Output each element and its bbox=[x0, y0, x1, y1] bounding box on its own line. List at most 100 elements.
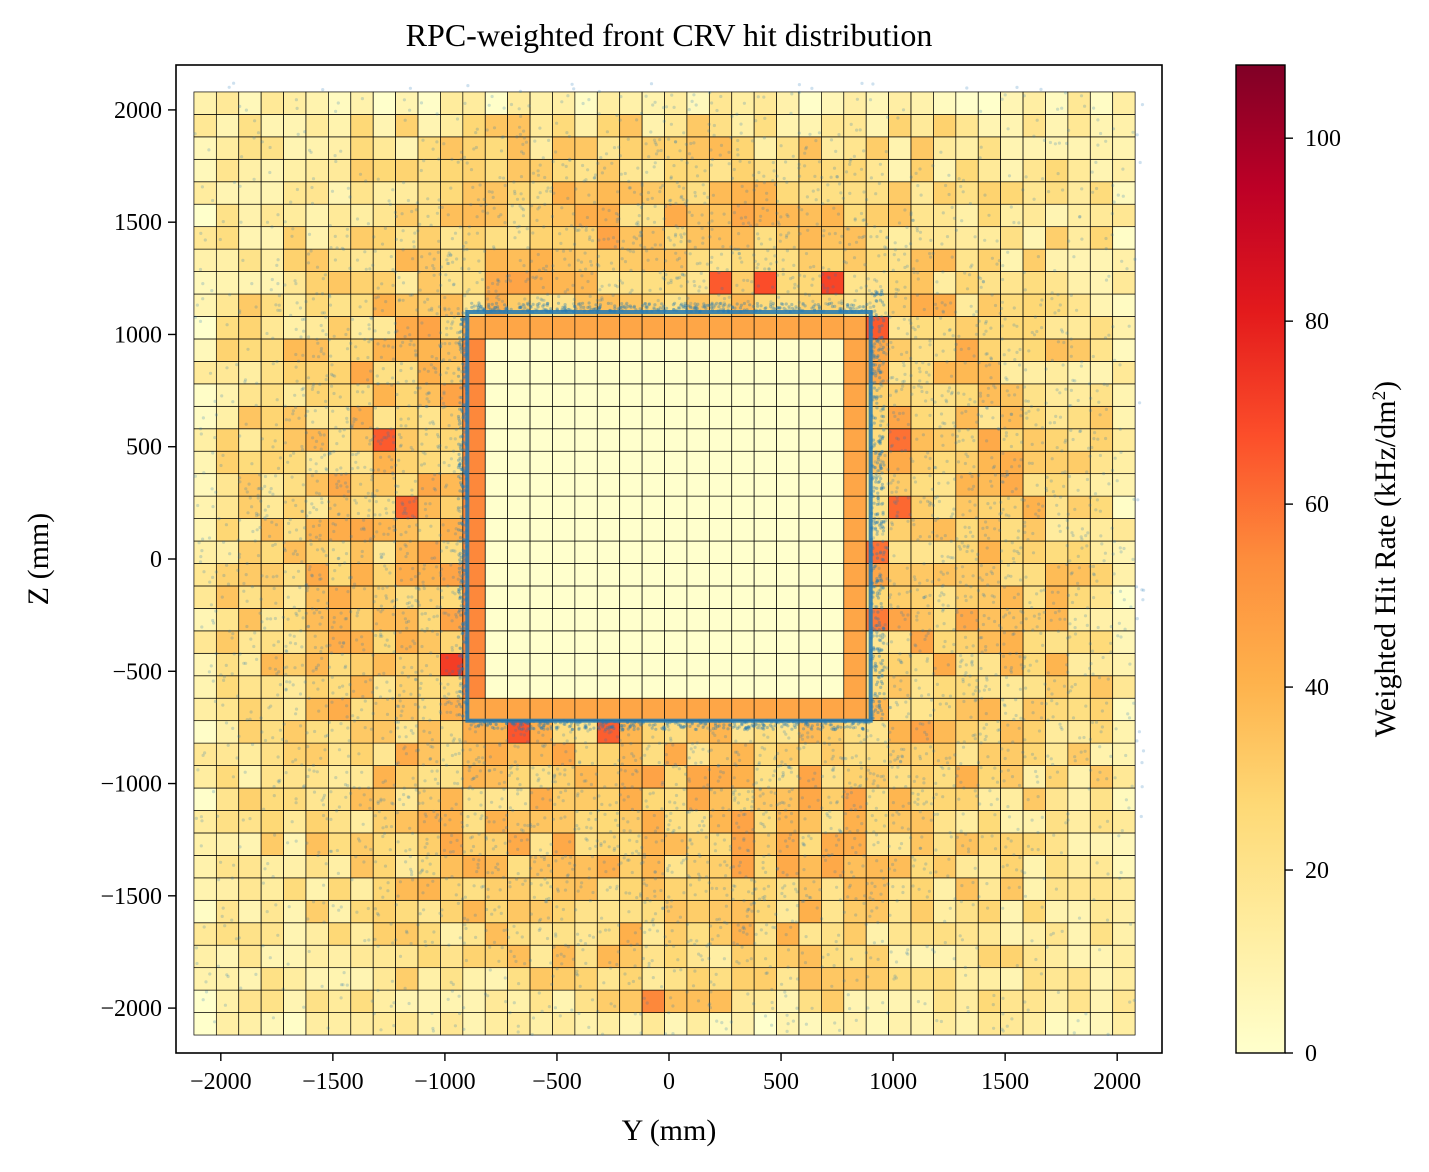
scatter-point bbox=[460, 820, 464, 825]
scatter-point bbox=[846, 993, 850, 997]
scatter-point bbox=[655, 257, 659, 261]
heatmap-cell bbox=[283, 922, 307, 946]
scatter-point bbox=[881, 899, 885, 903]
heatmap-cell bbox=[619, 114, 643, 138]
scatter-point bbox=[306, 261, 311, 265]
scatter-point bbox=[789, 766, 793, 770]
scatter-point bbox=[998, 728, 1002, 732]
scatter-point bbox=[609, 301, 613, 306]
scatter-point bbox=[892, 675, 896, 679]
heatmap-cell bbox=[731, 495, 755, 519]
scatter-point bbox=[767, 816, 771, 820]
scatter-point bbox=[316, 687, 320, 691]
scatter-point bbox=[876, 920, 880, 925]
heatmap-cell bbox=[888, 136, 912, 160]
scatter-point bbox=[222, 573, 226, 578]
scatter-point bbox=[615, 884, 619, 888]
heatmap-cell bbox=[193, 114, 217, 138]
scatter-point bbox=[308, 565, 312, 569]
scatter-point bbox=[456, 699, 460, 703]
scatter-point bbox=[492, 940, 497, 945]
heatmap-cell bbox=[910, 114, 934, 138]
scatter-point bbox=[370, 492, 374, 496]
scatter-point bbox=[977, 473, 981, 478]
scatter-point bbox=[640, 845, 644, 850]
scatter-point bbox=[925, 657, 930, 661]
scatter-point bbox=[519, 838, 524, 843]
scatter-point bbox=[283, 283, 287, 287]
heatmap-cell bbox=[417, 944, 441, 969]
scatter-point bbox=[762, 898, 767, 902]
scatter-point bbox=[1003, 756, 1007, 761]
scatter-point bbox=[335, 485, 339, 490]
scatter-point bbox=[1015, 324, 1019, 328]
scatter-point bbox=[296, 359, 301, 363]
scatter-point bbox=[990, 834, 994, 838]
heatmap-cell bbox=[215, 675, 240, 699]
scatter-point bbox=[299, 629, 303, 633]
heatmap-cell bbox=[552, 226, 576, 250]
scatter-point bbox=[319, 447, 323, 451]
scatter-point bbox=[995, 780, 1000, 784]
scatter-point bbox=[615, 811, 620, 815]
heatmap-cell bbox=[193, 203, 217, 228]
scatter-point bbox=[410, 716, 414, 720]
scatter-point bbox=[289, 313, 293, 317]
heatmap-cell bbox=[798, 540, 822, 564]
scatter-point bbox=[409, 339, 413, 343]
heatmap-cell bbox=[238, 697, 262, 722]
scatter-point bbox=[634, 758, 638, 763]
scatter-point bbox=[674, 764, 679, 768]
heatmap-cell bbox=[910, 91, 934, 115]
scatter-point bbox=[391, 345, 395, 349]
heatmap-cell bbox=[238, 899, 262, 924]
scatter-point bbox=[243, 770, 247, 774]
scatter-point bbox=[199, 427, 203, 431]
scatter-point bbox=[386, 881, 390, 885]
scatter-point bbox=[355, 611, 360, 615]
scatter-point bbox=[1096, 143, 1100, 147]
scatter-point bbox=[766, 844, 770, 848]
scatter-point bbox=[1067, 128, 1071, 132]
scatter-point bbox=[444, 445, 448, 449]
heatmap-cell bbox=[260, 158, 284, 183]
heatmap-cell bbox=[417, 1012, 441, 1036]
scatter-point bbox=[998, 528, 1002, 532]
scatter-point bbox=[509, 949, 513, 954]
scatter-point bbox=[652, 165, 656, 169]
scatter-point bbox=[706, 860, 710, 864]
scatter-point bbox=[427, 308, 431, 312]
scatter-point bbox=[742, 278, 746, 282]
scatter-point bbox=[208, 580, 212, 584]
heatmap-cell bbox=[1000, 293, 1024, 317]
scatter-point bbox=[820, 175, 824, 180]
scatter-point bbox=[1018, 655, 1022, 659]
scatter-point bbox=[667, 137, 671, 141]
scatter-point bbox=[361, 694, 365, 699]
scatter-point bbox=[564, 943, 568, 947]
scatter-point bbox=[1123, 627, 1127, 631]
heatmap-cell bbox=[619, 383, 643, 407]
heatmap-cell bbox=[821, 316, 845, 340]
scatter-point bbox=[969, 585, 973, 589]
heatmap-cell bbox=[238, 630, 262, 654]
scatter-point bbox=[349, 534, 353, 539]
scatter-point bbox=[970, 435, 974, 439]
heatmap-cell bbox=[238, 922, 262, 946]
scatter-point bbox=[883, 453, 887, 458]
heatmap-cell bbox=[417, 989, 441, 1013]
heatmap-cell bbox=[484, 136, 509, 160]
scatter-point bbox=[633, 964, 637, 968]
heatmap-cell bbox=[484, 91, 509, 115]
scatter-point bbox=[835, 947, 839, 951]
scatter-point bbox=[878, 162, 883, 166]
heatmap-cell bbox=[910, 1012, 934, 1036]
scatter-point bbox=[1023, 530, 1027, 535]
heatmap-cell bbox=[977, 293, 1002, 317]
scatter-point bbox=[417, 705, 421, 709]
heatmap-cell bbox=[910, 271, 934, 295]
heatmap-cell bbox=[888, 271, 912, 295]
scatter-point bbox=[432, 273, 436, 277]
scatter-point bbox=[328, 303, 333, 307]
heatmap-cell bbox=[305, 944, 329, 969]
